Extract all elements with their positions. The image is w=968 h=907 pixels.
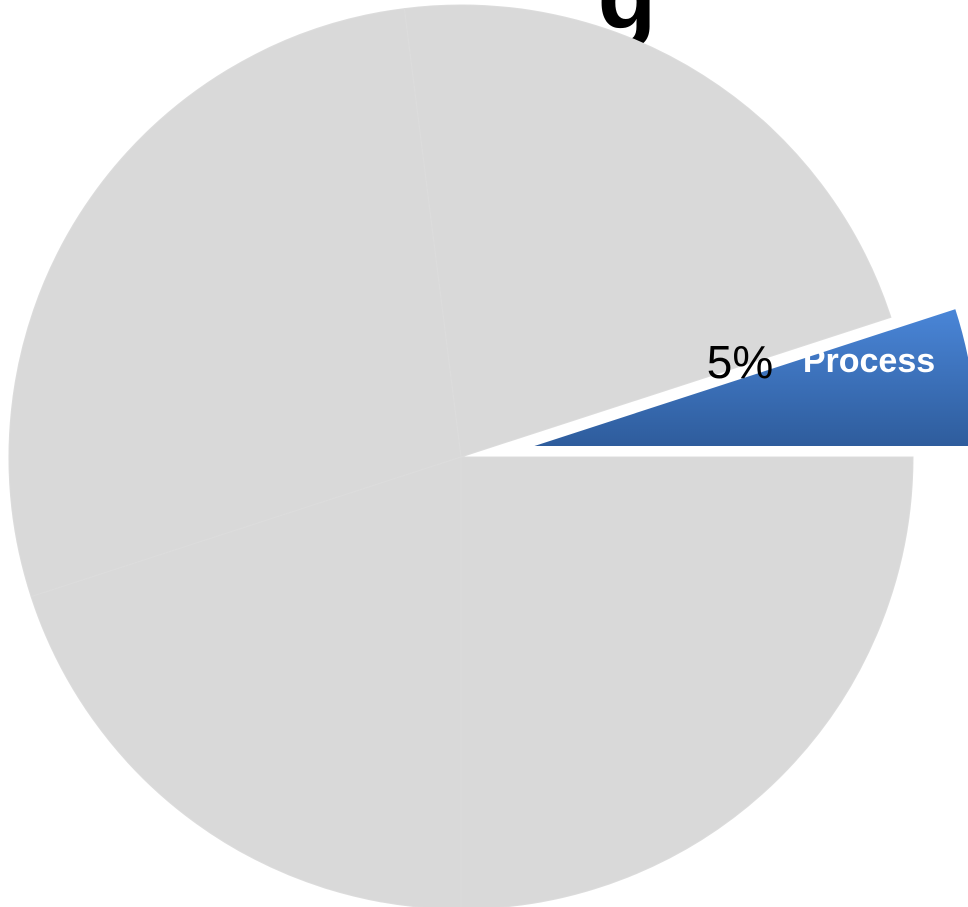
slices-layer — [8, 4, 968, 907]
pie-slice-4 — [460, 456, 914, 907]
slice-category-label: Process — [803, 342, 935, 380]
pie-slice-process — [527, 306, 968, 448]
slice-value-label: 5% — [707, 336, 773, 388]
pie-slice-3 — [30, 456, 462, 907]
pie-slice-1 — [403, 4, 892, 458]
pie-slice-2 — [8, 8, 462, 598]
labels-layer: 5% Process — [707, 336, 935, 388]
